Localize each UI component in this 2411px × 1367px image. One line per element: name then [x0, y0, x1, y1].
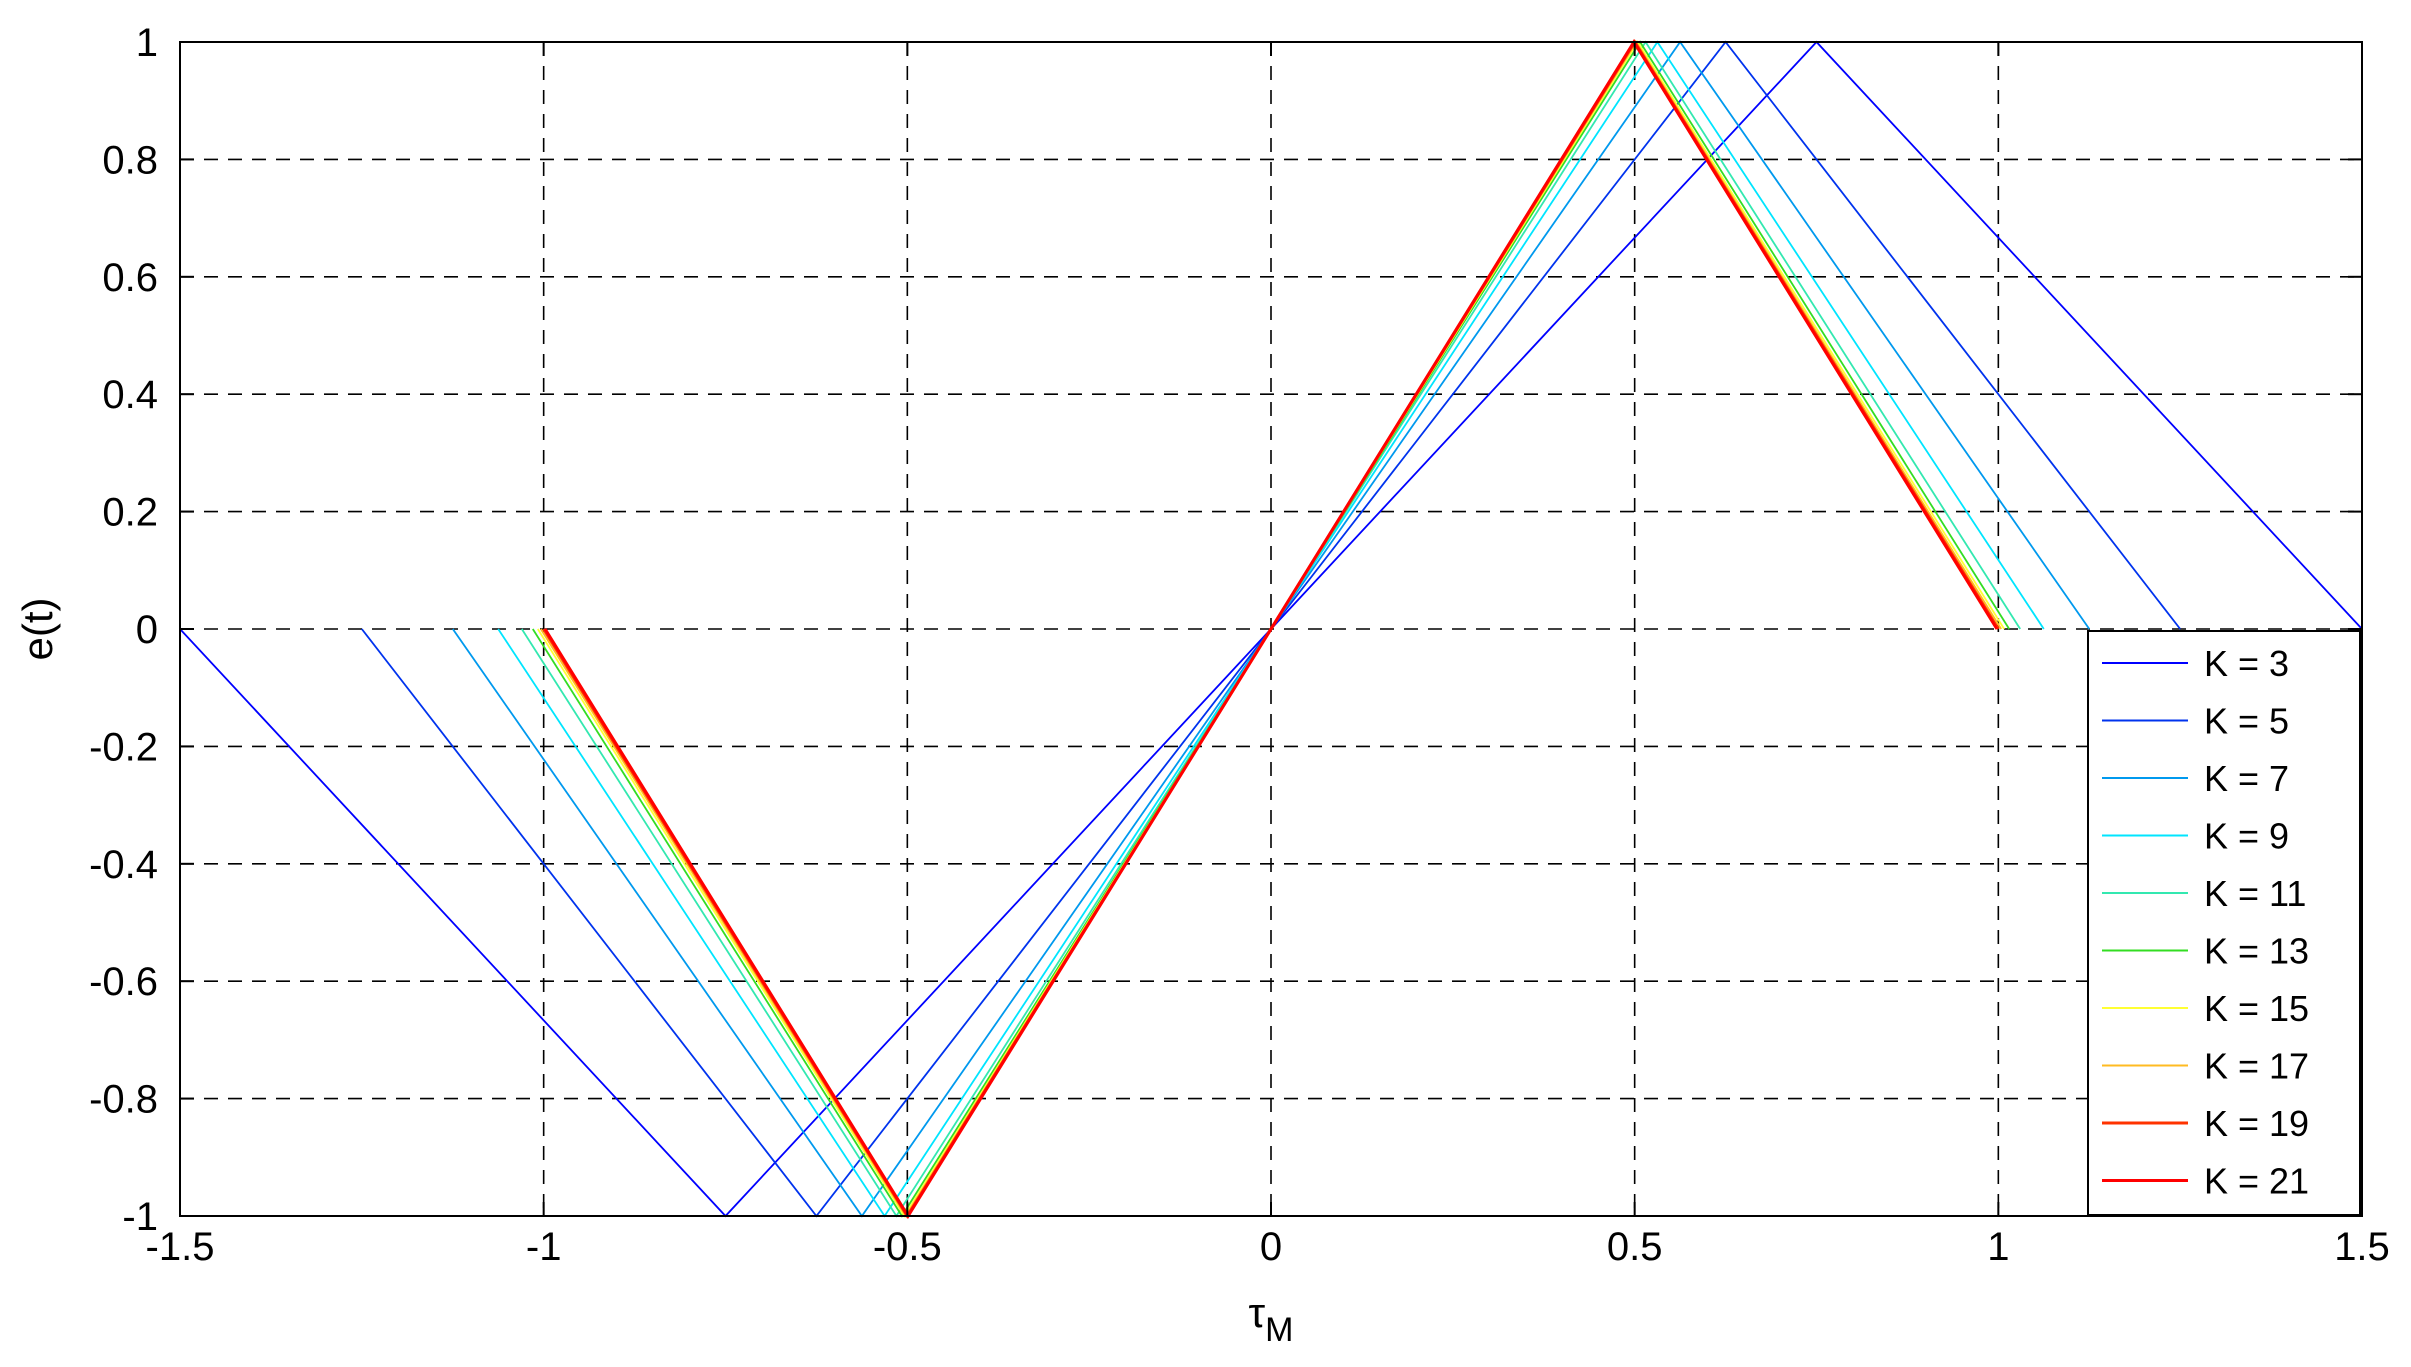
y-tick-label: -0.4 [89, 843, 158, 887]
x-tick-label: -1 [526, 1225, 562, 1269]
x-tick-label: -1.5 [146, 1225, 215, 1269]
y-tick-label: 0.8 [102, 138, 158, 182]
x-axis-label-sub: M [1265, 1311, 1293, 1349]
series-line [543, 39, 1999, 1219]
legend-label: K = 7 [2204, 758, 2289, 799]
legend-label: K = 19 [2204, 1103, 2309, 1144]
y-tick-label: 0.2 [102, 491, 158, 535]
x-axis-label-main: τ [1249, 1289, 1266, 1336]
tick-labels: -1.5 -1 -0.5 0 0.5 1 1.5-1-0.8-0.6-0.4-0.200.2… [89, 21, 2390, 1269]
y-tick-label: -0.8 [89, 1078, 158, 1122]
x-tick-label: 1.5 [2334, 1225, 2390, 1269]
y-tick-label: 0.6 [102, 256, 158, 300]
legend-label: K = 21 [2204, 1161, 2309, 1202]
legend: K = 3 K = 5 K = 7 K = 9 K = 11 K = 13 K = 15 K … [2087, 630, 2361, 1216]
legend-label: K = 3 [2204, 643, 2289, 684]
legend-label: K = 13 [2204, 931, 2309, 972]
legend-label: K = 9 [2204, 816, 2289, 857]
y-tick-label: -0.2 [89, 725, 158, 769]
x-tick-label: 0 [1260, 1225, 1282, 1269]
series-layer [179, 39, 2363, 1219]
x-axis-label: τM [1249, 1289, 1294, 1349]
legend-items: K = 3 K = 5 K = 7 K = 9 K = 11 K = 13 K = 15 K … [2102, 643, 2309, 1202]
y-tick-label: 0.4 [102, 373, 158, 417]
y-tick-label: -0.6 [89, 960, 158, 1004]
x-tick-label: 1 [1987, 1225, 2009, 1269]
y-tick-label: 0 [136, 608, 158, 652]
y-axis-label: e(t) [14, 598, 61, 661]
y-tick-label: -1 [122, 1195, 158, 1239]
legend-label: K = 11 [2204, 873, 2306, 914]
x-tick-label: -0.5 [873, 1225, 942, 1269]
x-tick-label: 0.5 [1607, 1225, 1663, 1269]
legend-label: K = 15 [2204, 988, 2309, 1029]
legend-label: K = 17 [2204, 1046, 2309, 1087]
legend-label: K = 5 [2204, 701, 2289, 742]
legend-box [2087, 630, 2361, 1216]
y-tick-label: 1 [136, 21, 158, 65]
